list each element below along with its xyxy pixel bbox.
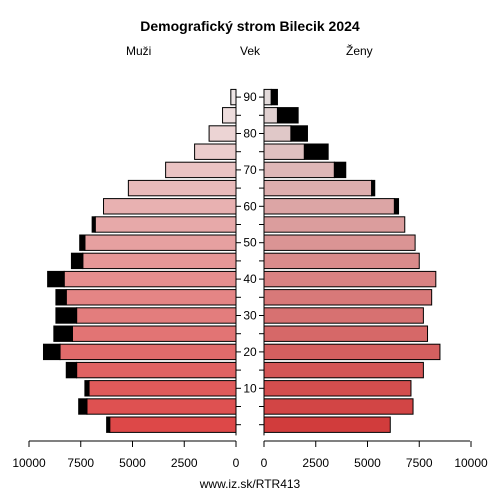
male-excess-bar-55-59 [91,216,96,233]
female-bar-25-29 [263,325,429,342]
female-bar-30-34 [263,307,424,324]
female-bar-0-4 [263,416,391,433]
male-bar-50-54 [84,234,237,251]
female-x-tick-label: 2500 [302,456,329,470]
female-bar-45-49 [263,252,420,270]
females-label: Ženy [346,44,373,58]
male-excess-bar-30-34 [55,307,78,324]
male-bar-85-89 [222,107,237,124]
female-excess-bar-70-74 [333,161,347,179]
male-bar-55-59 [94,216,237,233]
female-bar-35-39 [263,289,433,306]
male-excess-bar-10-14 [84,380,90,397]
male-excess-bar-40-44 [47,270,65,288]
female-bar-75-79 [263,143,305,160]
age-tick-label-50: 50 [243,236,257,250]
male-bar-25-29 [71,325,237,342]
male-bar-20-24 [59,343,237,361]
female-x-tick-label: 10000 [454,456,488,470]
male-bar-60-64 [103,198,237,215]
chart-title: Demografický strom Bilecik 2024 [140,18,360,34]
female-x-tick-label: 5000 [354,456,381,470]
male-excess-bar-20-24 [42,343,61,361]
female-bar-65-69 [263,179,373,197]
female-bar-70-74 [263,161,335,179]
age-tick-label-70: 70 [243,163,257,177]
age-tick-label-60: 60 [243,199,257,213]
female-bar-80-84 [263,125,292,142]
male-excess-bar-5-9 [78,398,88,415]
female-excess-bar-85-89 [276,107,299,124]
female-excess-bar-65-69 [371,179,376,197]
male-bar-40-44 [63,270,237,288]
male-bar-80-84 [208,125,237,142]
female-bar-60-64 [263,198,395,215]
male-excess-bar-50-54 [79,234,86,251]
male-x-tick-label: 0 [233,456,240,470]
age-tick-label-20: 20 [243,345,257,359]
male-excess-bar-25-29 [53,325,73,342]
males-label: Muži [126,44,152,58]
female-bar-90+ [263,88,272,106]
female-bar-50-54 [263,234,416,251]
male-bar-35-39 [65,289,237,306]
male-bar-30-34 [76,307,237,324]
male-x-tick-label: 2500 [171,456,198,470]
male-x-tick-label: 5000 [119,456,146,470]
age-tick-label-10: 10 [243,381,257,395]
male-bar-75-79 [194,143,237,160]
male-bar-15-19 [76,361,237,379]
male-bar-5-9 [86,398,237,415]
male-x-tick-label: 7500 [67,456,94,470]
male-bar-90+ [230,88,237,106]
male-bar-70-74 [165,161,237,179]
male-excess-bar-0-4 [106,416,111,433]
female-bar-20-24 [263,343,441,361]
source-footer: www.iz.sk/RTR413 [199,477,301,491]
male-excess-bar-35-39 [55,289,67,306]
male-bar-65-69 [127,179,237,197]
age-tick-label-90: 90 [243,90,257,104]
female-bar-85-89 [263,107,278,124]
age-tick-label-40: 40 [243,272,257,286]
female-excess-bar-80-84 [290,125,308,142]
female-excess-bar-75-79 [303,143,329,160]
female-bar-15-19 [263,361,424,379]
male-bar-45-49 [82,252,237,270]
male-excess-bar-15-19 [65,361,78,379]
female-x-tick-label: 0 [261,456,268,470]
female-excess-bar-90+ [270,88,278,106]
female-bar-55-59 [263,216,406,233]
female-excess-bar-60-64 [393,198,400,215]
male-bar-0-4 [109,416,237,433]
male-x-tick-label: 10000 [12,456,46,470]
male-excess-bar-45-49 [70,252,84,270]
female-bar-40-44 [263,270,437,288]
female-bar-10-14 [263,380,412,397]
female-x-tick-label: 7500 [406,456,433,470]
male-bar-10-14 [88,380,237,397]
age-tick-label-80: 80 [243,127,257,141]
age-label: Vek [240,44,261,58]
female-bar-5-9 [263,398,414,415]
age-tick-label-30: 30 [243,309,257,323]
